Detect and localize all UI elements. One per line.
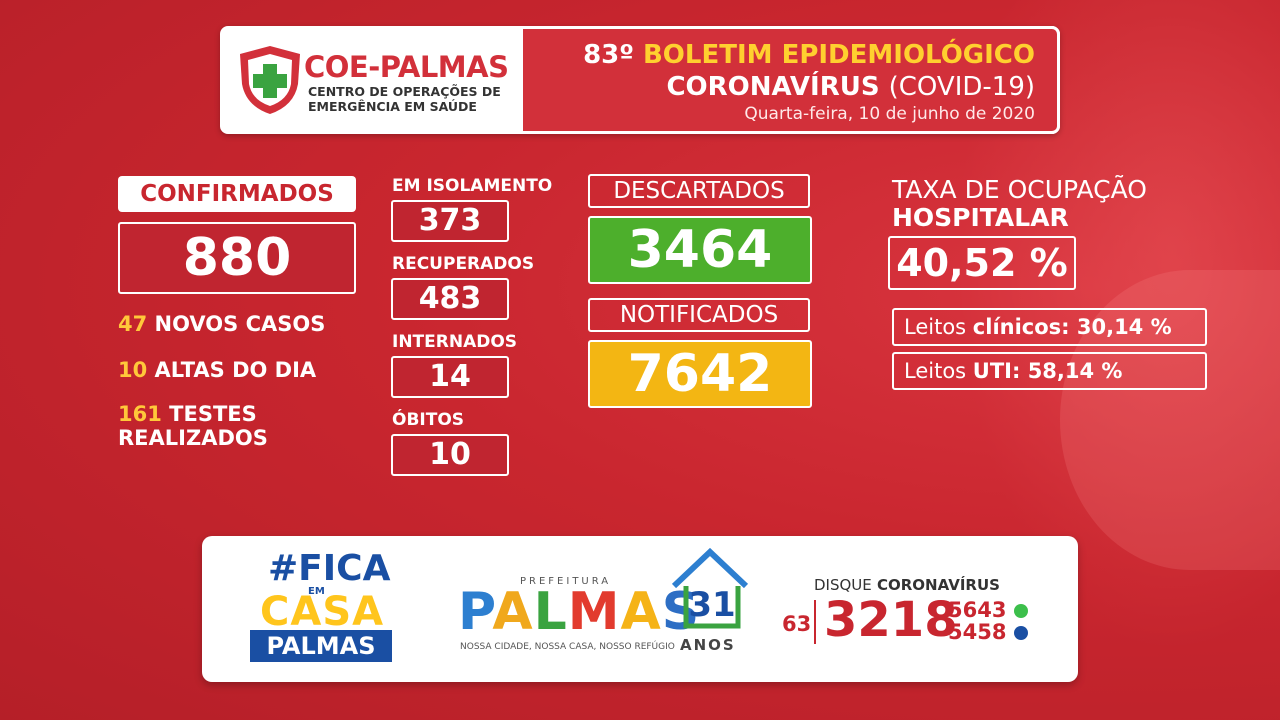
confirmed-label: CONFIRMADOS bbox=[118, 176, 356, 212]
whatsapp-icon bbox=[1014, 604, 1028, 618]
footer-banner: #FICA EM CASA PALMAS PREFEITURA PALMAS N… bbox=[202, 536, 1078, 682]
phone-suffix-tel: 5458 bbox=[948, 620, 1007, 644]
occupancy-value: 40,52 % bbox=[888, 236, 1076, 290]
isolation-label: EM ISOLAMENTO bbox=[392, 176, 553, 196]
notified-value: 7642 bbox=[588, 340, 812, 408]
deaths-value: 10 bbox=[391, 434, 509, 476]
background-mask bbox=[1060, 270, 1280, 570]
discharges-of-day: 10 ALTAS DO DIA bbox=[118, 358, 317, 382]
recovered-value: 483 bbox=[391, 278, 509, 320]
fica-em-casa-logo: #FICA EM CASA PALMAS bbox=[250, 550, 392, 662]
phone-dash: - bbox=[934, 602, 944, 630]
hotline-label: DISQUE CORONAVÍRUS bbox=[814, 576, 1000, 594]
discarded-label: DESCARTADOS bbox=[588, 174, 810, 208]
palmas-tagline: NOSSA CIDADE, NOSSA CASA, NOSSO REFÚGIO bbox=[460, 642, 675, 652]
hospitalized-label: INTERNADOS bbox=[392, 332, 518, 352]
discarded-value: 3464 bbox=[588, 216, 812, 284]
bulletin-subject: CORONAVÍRUS (COVID-19) bbox=[666, 72, 1035, 102]
area-code: 63 bbox=[782, 612, 812, 636]
phone-divider bbox=[814, 600, 816, 644]
telephone-icon bbox=[1014, 626, 1028, 640]
recovered-label: RECUPERADOS bbox=[392, 254, 535, 274]
tests-performed: 161 TESTES REALIZADOS bbox=[118, 402, 268, 450]
occupancy-title: TAXA DE OCUPAÇÃO HOSPITALAR bbox=[892, 175, 1147, 232]
anos-label: ANOS bbox=[680, 636, 736, 654]
hospitalized-value: 14 bbox=[391, 356, 509, 398]
years-number: 31 bbox=[688, 585, 735, 625]
bulletin-heading: 83º BOLETIM EPIDEMIOLÓGICO bbox=[583, 40, 1035, 70]
house-anniversary-icon: 31 bbox=[671, 547, 749, 629]
bulletin-title-block: 83º BOLETIM EPIDEMIOLÓGICO CORONAVÍRUS (… bbox=[520, 26, 1060, 134]
prefeitura-label: PREFEITURA bbox=[520, 576, 612, 587]
isolation-value: 373 bbox=[391, 200, 509, 242]
header-banner: COE-PALMAS CENTRO DE OPERAÇÕES DE EMERGÊ… bbox=[220, 26, 1060, 134]
notified-label: NOTIFICADOS bbox=[588, 298, 810, 332]
confirmed-value: 880 bbox=[118, 222, 356, 294]
clinical-beds: Leitos clínicos: 30,14 % bbox=[892, 308, 1207, 346]
bulletin-date: Quarta-feira, 10 de junho de 2020 bbox=[744, 104, 1035, 124]
logo-title: COE-PALMAS bbox=[304, 50, 509, 84]
phone-prefix: 3218 bbox=[824, 592, 958, 648]
deaths-label: ÓBITOS bbox=[392, 410, 465, 430]
logo-subtitle: CENTRO DE OPERAÇÕES DE EMERGÊNCIA EM SAÚ… bbox=[308, 84, 501, 114]
palmas-logo: PALMAS bbox=[458, 582, 701, 642]
phone-suffix-whatsapp: 5643 bbox=[948, 598, 1007, 622]
icu-beds: Leitos UTI: 58,14 % bbox=[892, 352, 1207, 390]
shield-cross-icon bbox=[240, 46, 300, 114]
new-cases: 47 NOVOS CASOS bbox=[118, 312, 326, 336]
